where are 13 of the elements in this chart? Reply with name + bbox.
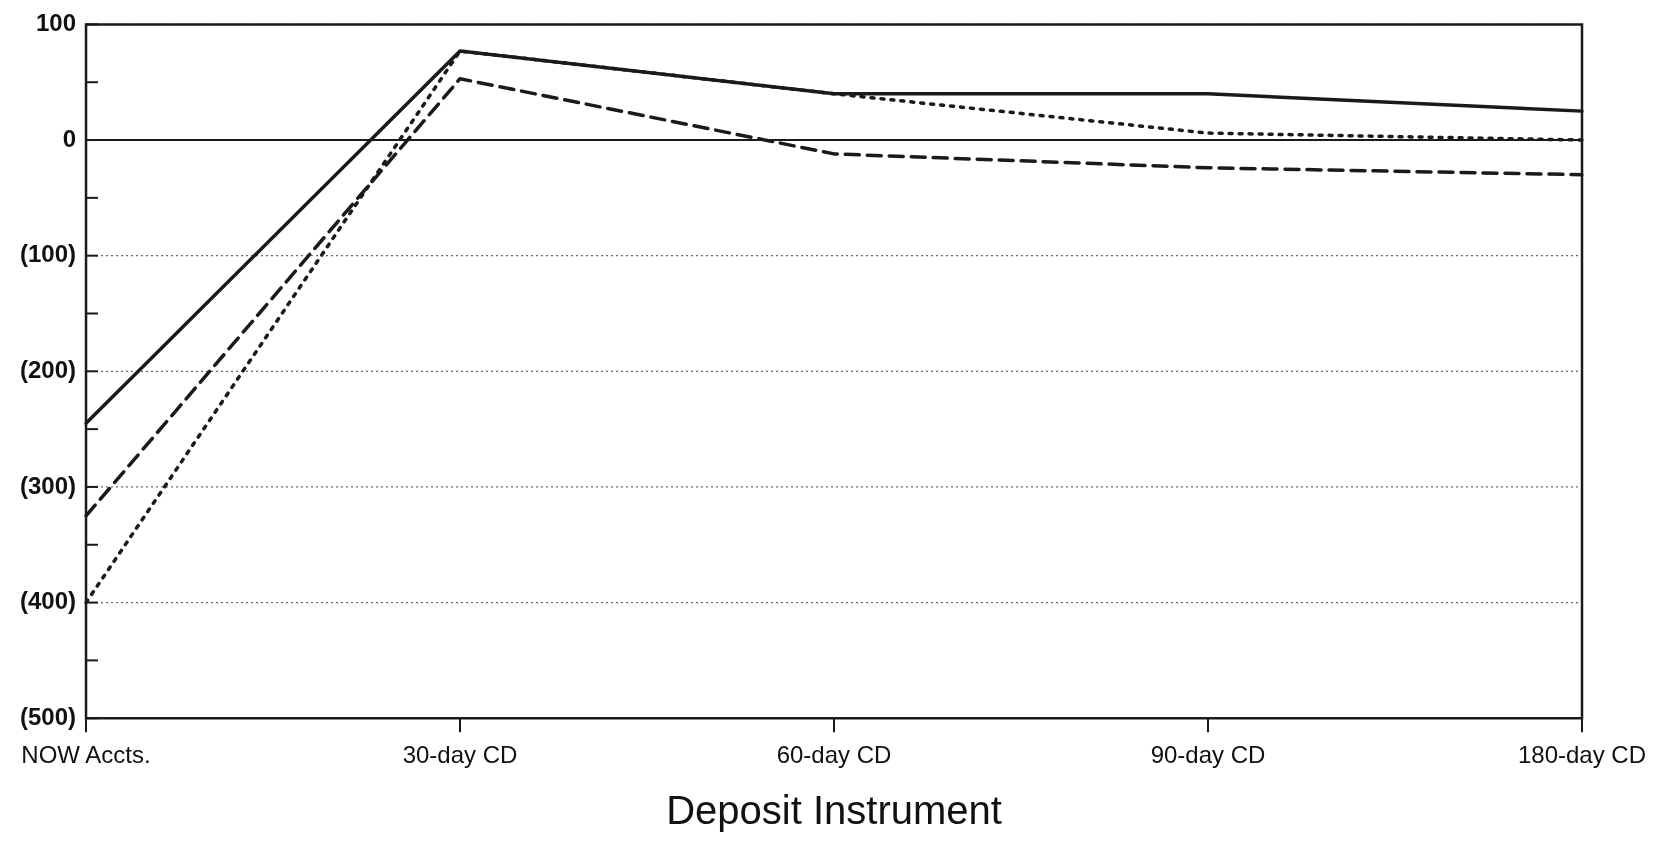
x-tick-label: 30-day CD <box>402 741 518 769</box>
y-tick-label: 100 <box>35 9 77 37</box>
y-tick-label: 0 <box>62 124 77 152</box>
y-tick-label: (300) <box>20 471 77 499</box>
x-tick-label: NOW Accts. <box>21 741 151 769</box>
y-tick-label: (500) <box>20 702 77 730</box>
y-tick-label: (200) <box>20 355 77 383</box>
x-tick-label: 60-day CD <box>776 741 892 769</box>
x-tick-label: 180-day CD <box>1517 741 1647 769</box>
y-tick-label: (400) <box>20 587 77 615</box>
y-tick-label: (100) <box>20 240 77 268</box>
x-axis-title: Deposit Instrument <box>666 788 1002 833</box>
x-tick-label: 90-day CD <box>1150 741 1266 769</box>
